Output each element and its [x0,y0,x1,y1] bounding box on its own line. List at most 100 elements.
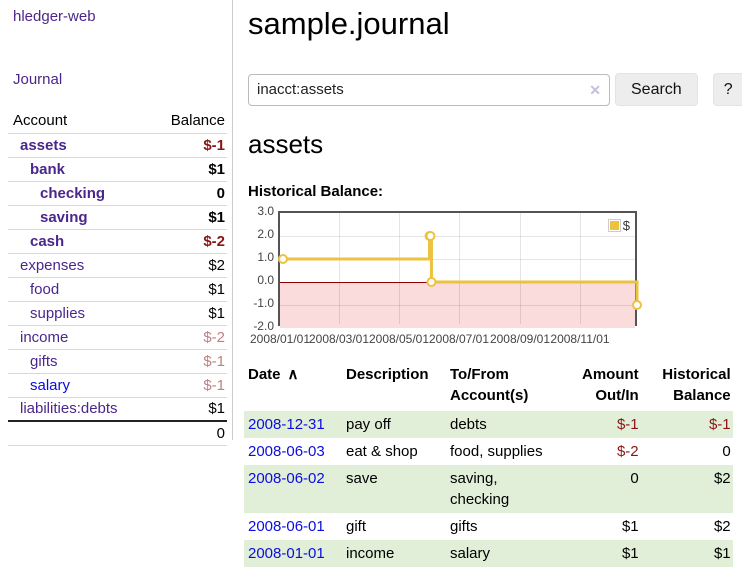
gridline [339,213,340,324]
gridline [579,213,581,324]
gridline [280,236,635,237]
chart-title: Historical Balance: [248,183,384,200]
data-point[interactable] [425,231,436,241]
accounts-total-row: 0 [8,420,227,446]
date-header-label: Date [248,366,281,383]
y-tick-label: 1.0 [257,250,274,264]
accounts-header-account: Account [8,109,153,134]
account-balance: $1 [152,301,227,326]
transaction-balance: $2 [713,470,731,487]
search-button[interactable]: Search [615,73,698,106]
sidebar-item-journal[interactable]: Journal [13,71,63,88]
main-content: sample.journal ✕ Search ? assets Histori… [244,0,742,567]
y-tick-label: 3.0 [257,204,274,218]
account-balance: $-1 [152,373,227,398]
account-row-bank: bank $1 [8,157,227,182]
account-link-liabilities-debts[interactable]: liabilities:debts [20,400,118,418]
gridline [399,213,400,324]
transaction-accounts: salary [450,545,491,562]
register-header-accounts: To/From Account(s) [450,366,529,404]
account-link-supplies[interactable]: supplies [30,304,86,322]
account-balance: $1 [152,397,227,422]
accounts-header-balance: Balance [152,109,227,134]
register-row: 2008-06-03 eat & shop food, supplies $-2… [244,438,733,465]
register-row: 2008-12-31 pay off debts $-1 $-1 [244,411,733,438]
account-heading: assets [248,129,324,159]
account-balance: $-1 [152,349,227,374]
account-link-cash[interactable]: cash [30,232,65,250]
accounts-table: Account Balance assets $-1 bank $1 checkin… [8,109,227,446]
data-point[interactable] [426,277,437,287]
account-row-expenses: expenses $2 [8,253,227,278]
account-link-food[interactable]: food [30,280,60,298]
register-row: 2008-06-01 gift gifts $1 $2 [244,513,733,540]
account-row-cash: cash $-2 [8,229,227,254]
y-tick-label: -1.0 [253,296,274,310]
search-input[interactable] [248,73,610,106]
y-tick-label: 0.0 [257,273,274,287]
account-balance: $2 [152,253,227,278]
transaction-date-link[interactable]: 2008-06-03 [248,443,325,460]
transaction-accounts: gifts [450,518,478,535]
transaction-description: income [346,545,395,562]
transaction-accounts: debts [450,416,487,433]
transaction-date-link[interactable]: 2008-12-31 [248,416,325,433]
negative-region [280,282,635,328]
account-balance: $1 [152,205,227,230]
transaction-amount: 0 [630,470,639,487]
transaction-balance: $2 [713,518,731,535]
series-path [283,234,639,305]
account-link-checking[interactable]: checking [40,184,106,202]
account-balance: $1 [152,277,227,302]
x-tick-label: 2008/05/01 [368,332,430,346]
search-box: ✕ [248,73,610,106]
transaction-accounts: saving, checking [450,470,510,508]
gridline [280,259,635,260]
account-row-food: food $1 [8,277,227,302]
legend-swatch-icon [607,219,621,232]
sort-ascending-icon: ∧ [287,366,299,383]
transaction-amount: $1 [621,518,639,535]
gridline [280,305,635,306]
legend-label: $ [622,218,630,233]
clear-search-icon[interactable]: ✕ [589,81,601,98]
account-row-liabilities-debts: liabilities:debts $1 [8,397,227,422]
account-balance: $-1 [152,133,227,158]
account-row-gifts: gifts $-1 [8,349,227,374]
transaction-balance: 0 [722,443,731,460]
transaction-date-link[interactable]: 2008-01-01 [248,545,325,562]
help-button[interactable]: ? [712,73,742,106]
account-link-saving[interactable]: saving [40,208,88,226]
register-header-date[interactable]: Date ∧ [244,362,342,411]
search-form: ✕ Search ? [248,73,742,106]
account-link-assets[interactable]: assets [20,136,67,154]
account-link-salary[interactable]: salary [30,376,71,394]
series-line [278,231,642,310]
account-row-assets: assets $-1 [8,133,227,158]
transaction-amount: $-2 [616,443,639,460]
brand-link[interactable]: hledger-web [13,8,96,25]
accounts-header-row: Account Balance [8,109,227,134]
register-row: 2008-06-02 save saving, checking 0 $2 [244,465,733,513]
page-title: sample.journal [248,6,450,41]
transaction-date-link[interactable]: 2008-06-02 [248,470,325,487]
account-link-gifts[interactable]: gifts [30,352,58,370]
data-point[interactable] [632,300,642,310]
transaction-description: save [346,470,378,487]
register-table: Date ∧ Description To/From Account(s) Amou… [244,362,733,567]
account-link-bank[interactable]: bank [30,160,66,178]
account-link-expenses[interactable]: expenses [20,256,85,274]
register-header-description: Description [346,366,429,383]
account-balance: $-2 [152,325,227,350]
data-point[interactable] [278,254,288,264]
account-link-income[interactable]: income [20,328,69,346]
plot-area[interactable]: $ [278,211,642,328]
x-tick-label: 2008/03/01 [308,332,370,346]
historical-balance-chart: 3.0 2.0 1.0 0.0 -1.0 -2.0 $ 2008/01/01 2008/03… [248,204,742,349]
register-header-balance: Historical Balance [662,366,731,404]
transaction-date-link[interactable]: 2008-06-01 [248,518,325,535]
sidebar: hledger-web Journal Account Balance asse… [0,0,233,446]
account-row-checking: checking 0 [8,181,227,206]
transaction-amount: $1 [621,545,639,562]
x-tick-label: 2008/07/01 [428,332,490,346]
